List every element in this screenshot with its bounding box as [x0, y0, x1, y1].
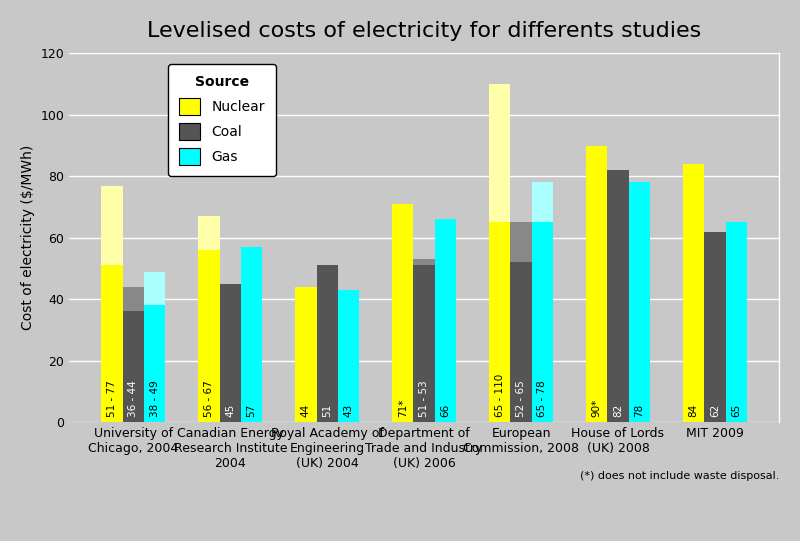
Bar [414, 266, 435, 422]
Text: 36 - 44: 36 - 44 [128, 381, 138, 417]
Bar [489, 84, 510, 222]
Bar [726, 222, 747, 422]
Text: 51 - 77: 51 - 77 [107, 381, 117, 417]
Text: 57: 57 [246, 404, 257, 417]
Bar [510, 262, 532, 422]
Bar [586, 146, 607, 422]
Bar [144, 305, 166, 422]
Bar [198, 250, 220, 422]
Bar [220, 284, 241, 422]
Text: 56 - 67: 56 - 67 [204, 381, 214, 417]
Text: 52 - 65: 52 - 65 [516, 381, 526, 417]
Bar [489, 222, 510, 422]
Bar [102, 266, 122, 422]
Bar [414, 259, 435, 266]
Title: Levelised costs of electricity for differents studies: Levelised costs of electricity for diffe… [147, 21, 702, 41]
Legend: Nuclear, Coal, Gas: Nuclear, Coal, Gas [168, 64, 276, 176]
Text: 66: 66 [441, 404, 450, 417]
Bar [338, 290, 359, 422]
Bar [102, 186, 122, 266]
Bar [122, 287, 144, 312]
Text: 43: 43 [343, 404, 354, 417]
Bar [532, 222, 553, 422]
Text: 71*: 71* [398, 399, 408, 417]
Bar [241, 247, 262, 422]
Bar [607, 170, 629, 422]
Text: 44: 44 [301, 404, 311, 417]
Y-axis label: Cost of electricity ($/MWh): Cost of electricity ($/MWh) [21, 145, 35, 331]
Bar [629, 182, 650, 422]
Text: 65 - 110: 65 - 110 [494, 374, 505, 417]
Text: 62: 62 [710, 404, 720, 417]
Text: 90*: 90* [592, 399, 602, 417]
Text: 51 - 53: 51 - 53 [419, 381, 429, 417]
Text: 78: 78 [634, 404, 644, 417]
Text: (*) does not include waste disposal.: (*) does not include waste disposal. [580, 471, 779, 480]
Bar [198, 216, 220, 250]
Bar [683, 164, 704, 422]
Text: 51: 51 [322, 404, 332, 417]
Text: 65 - 78: 65 - 78 [538, 381, 547, 417]
Text: 45: 45 [226, 404, 235, 417]
Bar [392, 204, 414, 422]
Bar [122, 312, 144, 422]
Bar [317, 266, 338, 422]
Bar [532, 182, 553, 222]
Text: 65: 65 [731, 404, 742, 417]
Text: 38 - 49: 38 - 49 [150, 381, 160, 417]
Text: 84: 84 [689, 404, 698, 417]
Bar [510, 222, 532, 262]
Text: 82: 82 [613, 404, 623, 417]
Bar [704, 232, 726, 422]
Bar [144, 272, 166, 305]
Bar [295, 287, 317, 422]
Bar [435, 219, 456, 422]
